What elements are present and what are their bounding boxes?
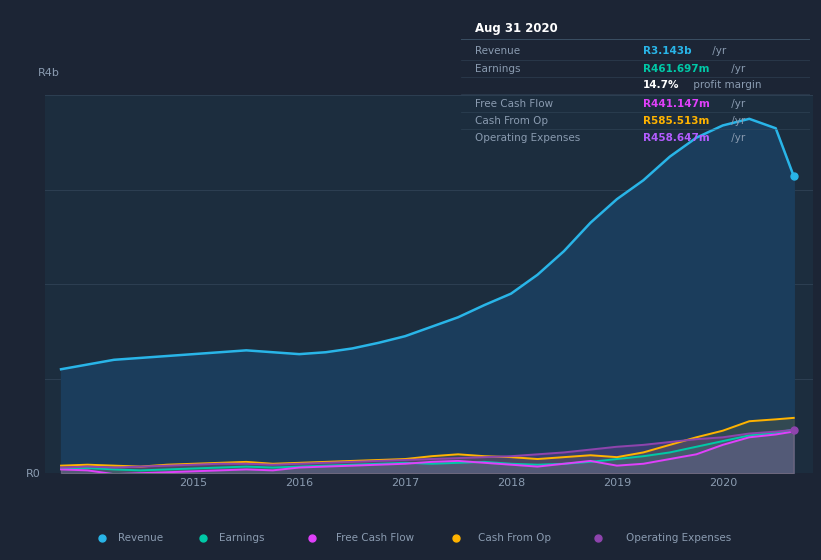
Text: profit margin: profit margin — [690, 80, 761, 90]
Text: /yr: /yr — [727, 64, 745, 74]
Text: Free Cash Flow: Free Cash Flow — [475, 99, 553, 109]
Text: Operating Expenses: Operating Expenses — [475, 133, 580, 143]
Text: Free Cash Flow: Free Cash Flow — [337, 533, 415, 543]
Text: Cash From Op: Cash From Op — [478, 533, 551, 543]
Text: R458.647m: R458.647m — [643, 133, 709, 143]
Text: Aug 31 2020: Aug 31 2020 — [475, 22, 558, 35]
Text: Operating Expenses: Operating Expenses — [626, 533, 732, 543]
Text: Cash From Op: Cash From Op — [475, 116, 548, 126]
Text: Earnings: Earnings — [219, 533, 265, 543]
Text: R4b: R4b — [38, 68, 59, 78]
Text: Revenue: Revenue — [118, 533, 163, 543]
Text: Earnings: Earnings — [475, 64, 521, 74]
Text: Revenue: Revenue — [475, 46, 521, 56]
Text: /yr: /yr — [727, 116, 745, 126]
Text: /yr: /yr — [727, 99, 745, 109]
Text: R585.513m: R585.513m — [643, 116, 709, 126]
Text: R3.143b: R3.143b — [643, 46, 691, 56]
Text: 14.7%: 14.7% — [643, 80, 679, 90]
Text: /yr: /yr — [709, 46, 726, 56]
Text: R461.697m: R461.697m — [643, 64, 709, 74]
Text: /yr: /yr — [727, 133, 745, 143]
Text: R441.147m: R441.147m — [643, 99, 709, 109]
